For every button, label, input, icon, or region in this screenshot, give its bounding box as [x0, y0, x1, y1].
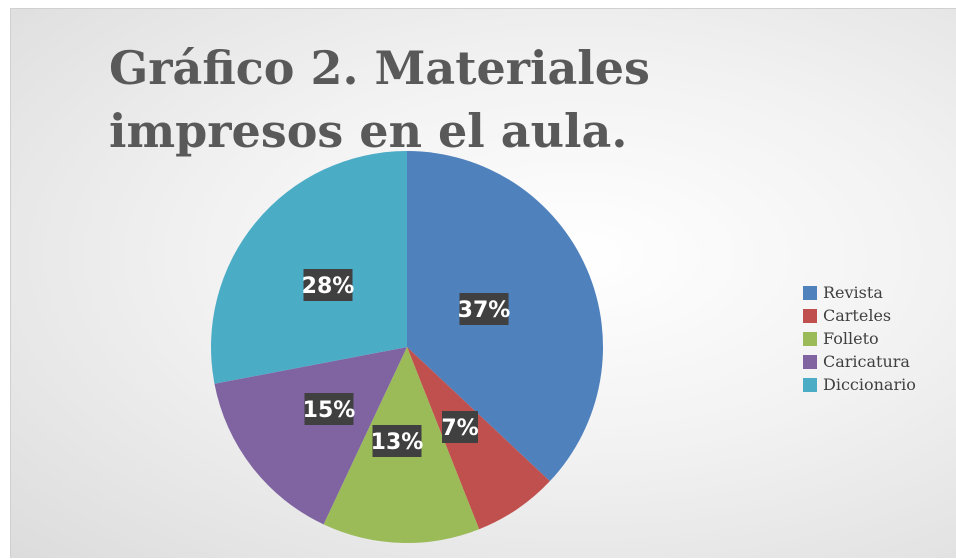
pie-slices	[210, 151, 604, 544]
legend-label: Caricatura	[823, 352, 910, 371]
legend-item-diccionario: Diccionario	[803, 373, 916, 396]
legend-label: Diccionario	[823, 375, 916, 394]
legend-swatch	[803, 308, 817, 323]
legend-label: Revista	[823, 283, 883, 302]
svg-text:15%: 15%	[303, 398, 356, 423]
legend-item-revista: Revista	[803, 281, 916, 304]
data-label-diccionario: 28%	[302, 269, 355, 301]
data-label-caricatura: 15%	[303, 393, 356, 425]
svg-text:28%: 28%	[302, 274, 355, 299]
legend-label: Folleto	[823, 329, 879, 348]
pie-chart: 37% 7% 13% 15% 28%	[210, 151, 604, 544]
svg-text:37%: 37%	[458, 298, 511, 323]
chart-area: Gráfico 2. Materiales impresos en el aul…	[10, 8, 956, 558]
data-label-revista: 37%	[458, 293, 511, 325]
chart-title: Gráfico 2. Materiales impresos en el aul…	[109, 41, 650, 158]
legend: Revista Carteles Folleto Caricatura Dicciona…	[803, 281, 916, 396]
svg-text:7%: 7%	[441, 416, 478, 441]
pie-slice-caricatura	[214, 347, 407, 525]
legend-swatch	[803, 331, 817, 346]
legend-label: Carteles	[823, 306, 892, 325]
data-label-carteles: 7%	[441, 411, 479, 443]
data-labels: 37% 7% 13% 15% 28%	[302, 269, 511, 457]
legend-item-carteles: Carteles	[803, 304, 916, 327]
legend-item-caricatura: Caricatura	[803, 350, 916, 373]
pie-slice-carteles	[407, 347, 550, 530]
legend-swatch	[803, 285, 817, 300]
legend-item-folleto: Folleto	[803, 327, 916, 350]
data-label-folleto: 13%	[371, 425, 424, 457]
svg-text:13%: 13%	[371, 430, 424, 455]
legend-swatch	[803, 377, 817, 392]
legend-swatch	[803, 354, 817, 369]
pie-slice-diccionario	[210, 151, 407, 384]
